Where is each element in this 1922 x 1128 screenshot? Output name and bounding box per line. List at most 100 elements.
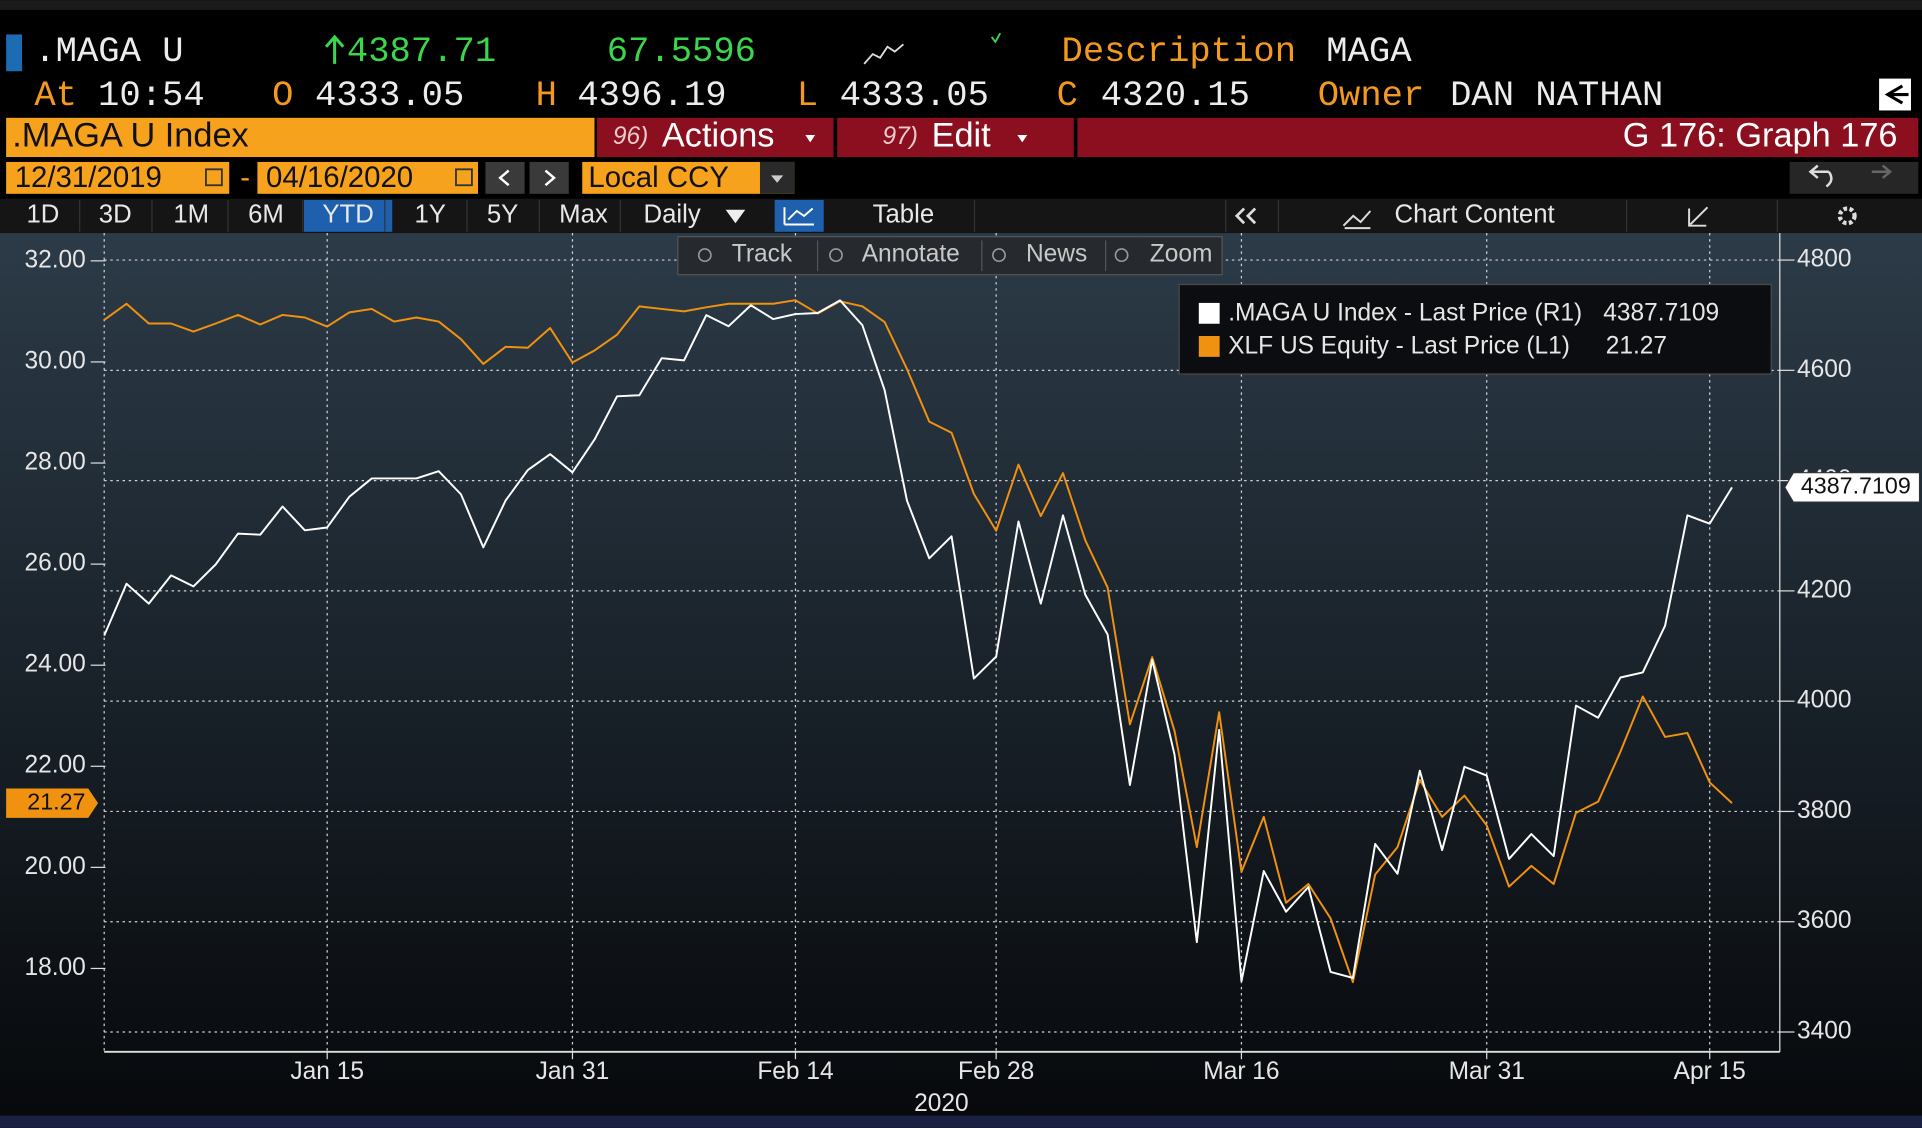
end-date-field[interactable] [257,161,479,194]
up-arrow [324,34,345,64]
y-tick-label: 20.00 [24,853,85,880]
y2-tick-label: 3800 [1797,797,1852,824]
tool-button[interactable]: News [1026,241,1087,268]
next-icon [544,169,556,187]
period-bar: 1D 3D 1M 6M YTD 1Y 5Y Max Daily [0,198,1922,234]
description-label: Description [1062,31,1297,72]
ticker-flag [6,34,23,72]
y-tick-label: 24.00 [24,651,85,678]
edit-button[interactable] [837,117,1074,158]
legend-label: XLF US Equity - Last Price (L1) [1228,333,1570,360]
tool-button[interactable]: Annotate [862,241,960,268]
period-button[interactable]: Max [559,201,608,229]
redo-icon[interactable] [1871,164,1893,179]
last-value-label: 4387.7109 [1801,473,1911,499]
period-button[interactable]: 3D [99,201,132,229]
undo-icon[interactable] [1808,164,1833,188]
period-button[interactable]: 6M [248,201,284,229]
period-button[interactable]: 1D [26,201,59,229]
tool-button[interactable]: Track [732,241,793,268]
dropdown-arrow [1017,134,1028,143]
legend-value: 4387.7109 [1603,299,1719,326]
bottom-strip [0,1115,1922,1128]
y2-tick-label: 4200 [1797,576,1852,603]
time: 10:54 [98,75,205,116]
chart-content-button[interactable]: Chart Content [1394,201,1554,229]
start-date-field[interactable] [6,161,230,194]
tool-icon [829,248,843,263]
period-button[interactable]: 1Y [415,201,446,229]
prev-icon [498,169,510,187]
x-tick-label: Jan 31 [536,1058,610,1085]
security-field[interactable] [6,117,595,158]
top-strip [0,0,1922,10]
x-tick-label: Apr 15 [1674,1058,1746,1085]
y2-tick-label: 3400 [1797,1017,1852,1044]
frequency-button[interactable]: Daily [644,201,701,229]
owner: DAN NATHAN [1450,75,1663,116]
y-tick-label: 30.00 [24,347,85,374]
tool-button[interactable]: Zoom [1150,241,1213,268]
graph-bar [1077,117,1919,158]
x-tick-label: Feb 14 [757,1058,833,1085]
tool-icon [992,248,1006,263]
x-tick-label: Mar 16 [1203,1058,1279,1085]
open: 4333.05 [315,75,464,116]
export-arrow [1884,84,1909,105]
period-button[interactable]: 1M [173,201,209,229]
chart-tools: Track Annotate News Zoom [677,236,1223,276]
tool-icon [697,248,712,263]
graph-name: G 176: Graph 176 [1623,116,1898,154]
calendar-icon[interactable] [455,168,473,187]
prev-button[interactable] [485,161,525,194]
legend-swatch [1198,302,1220,324]
selected-period-bg [303,199,393,232]
x-tick-label: Feb 28 [958,1058,1034,1085]
time-label: At [34,75,77,116]
currency: Local CCY [588,161,729,194]
x-tick-label: Jan 15 [290,1058,364,1085]
y-tick-label: 22.00 [24,752,85,779]
period-button[interactable]: YTD [322,201,373,229]
description: MAGA [1326,31,1412,72]
close: 4320.15 [1101,75,1250,116]
chart-background [0,233,1922,1116]
change: 67.5596 [607,31,756,72]
series-line [103,299,1733,983]
currency-field[interactable] [582,161,795,194]
legend-swatch [1198,336,1220,357]
next-button[interactable] [529,161,569,194]
edit-icon[interactable] [1688,206,1709,227]
start-date: 12/31/2019 [15,161,162,194]
collapse-icon[interactable] [1234,207,1257,225]
date-separator: - [240,161,250,194]
y-tick-label: 26.00 [24,550,85,577]
low-label: L [797,75,818,116]
legend-label: .MAGA U Index - Last Price (R1) [1228,299,1582,326]
open-label: O [272,75,293,116]
period-button[interactable]: 5Y [487,201,518,229]
dropdown-arrow [805,134,816,143]
actions-key: 96) [613,123,648,150]
edit: Edit [932,116,992,154]
end-date: 04/16/2020 [266,161,413,194]
undo-redo [1789,161,1919,194]
last-price: 4387.71 [347,31,496,72]
plot: Jan 15 Jan 31 Feb 14 Feb 28 Mar 16 Mar 31 Apr … [6,233,1921,1117]
settings-icon[interactable] [1837,206,1857,226]
actions-button[interactable] [596,117,834,158]
tool-icon [1114,248,1129,263]
last-value-label: 21.27 [27,788,85,814]
high: 4396.19 [577,75,726,116]
table-button[interactable]: Table [873,201,935,229]
y2-tick-label: 3600 [1797,907,1852,934]
actions: Actions [662,116,775,154]
low: 4333.05 [840,75,989,116]
chart-type-button[interactable] [774,199,824,232]
y2-tick-label: 4800 [1797,246,1852,273]
series-line [103,299,1733,984]
calendar-icon[interactable] [205,168,223,187]
last-value-badge [6,788,99,818]
y-tick-label: 28.00 [24,448,85,475]
